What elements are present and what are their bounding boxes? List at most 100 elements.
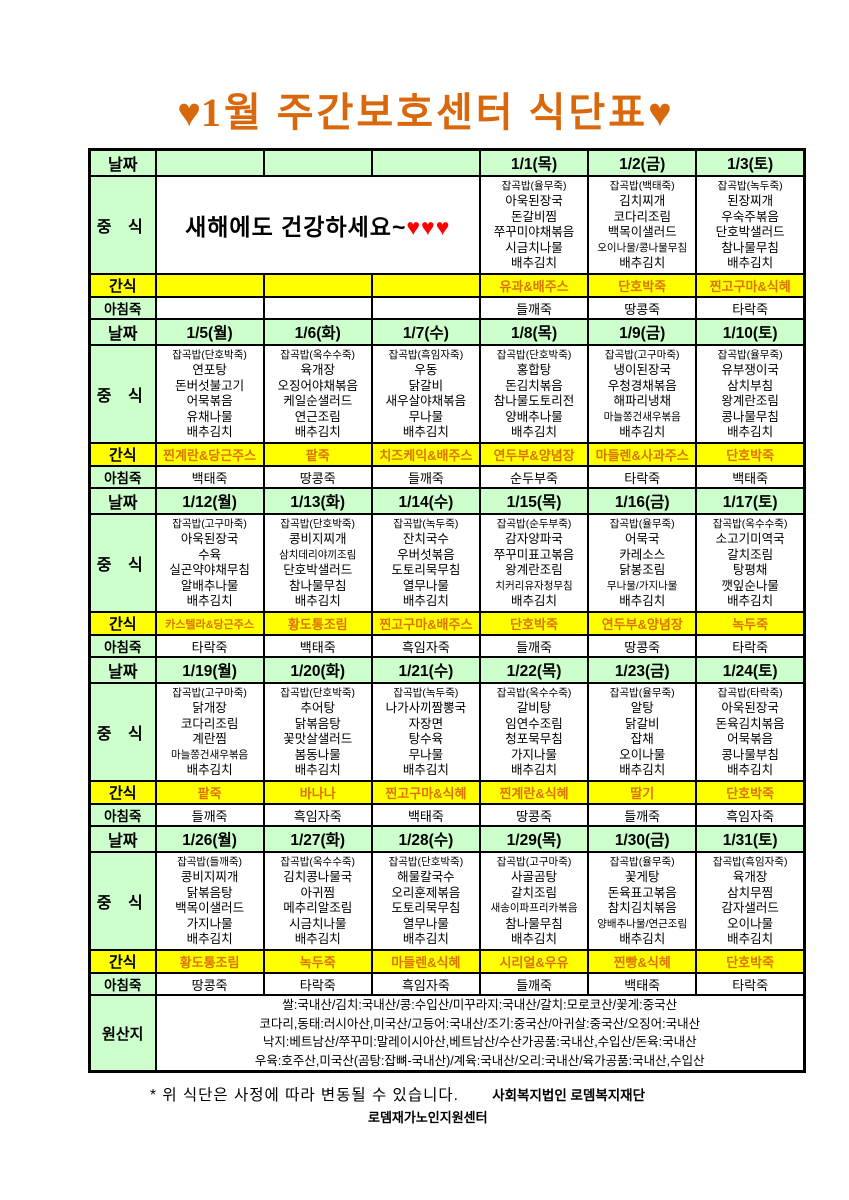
menu-item: 배추김치 (727, 932, 774, 946)
menu-item: 알탕 (630, 701, 654, 715)
lunch-menu-cell: 잡곡밥(고구마죽) 닭개장 코다리조림 계란찜 마늘쫑건새우볶음 배추김치 (154, 682, 265, 782)
menu-item: 배추김치 (511, 425, 558, 439)
menu-item: 사골곰탕 (511, 870, 558, 884)
snack-cell: 찐계란&당근주스 (154, 442, 265, 467)
menu-item: 잡곡밥(흑임자죽) (712, 855, 788, 868)
breakfast-cell: 땅콩죽 (154, 972, 265, 996)
menu-item: 잡채 (630, 732, 654, 746)
menu-item: 단호박샐러드 (283, 563, 353, 577)
week-4-snack-row: 간식 팥죽 바나나 찐고구마&식혜 찐계란&식혜 딸기 단호박죽 (88, 780, 806, 805)
breakfast-cell: 백태죽 (370, 803, 481, 827)
snack-cell: 유과&배주스 (478, 273, 590, 298)
lunch-menu-cell: 잡곡밥(녹두죽) 된장찌개 우숙주볶음 단호박샐러드 참나물무침 배추김치 (695, 175, 806, 275)
lunch-row-label: 중 식 (88, 682, 157, 782)
menu-item: 아욱된장국 (180, 532, 239, 546)
snack-cell: 연두부&양념장 (587, 611, 698, 636)
snack-cell: 시리얼&우유 (478, 949, 590, 974)
menu-item: 육개장 (732, 870, 768, 884)
snack-cell: 녹두죽 (262, 949, 373, 974)
menu-item: 연포탕 (192, 363, 227, 377)
menu-item: 감자양파국 (505, 532, 563, 546)
menu-item: 배추김치 (402, 425, 449, 439)
breakfast-cell: 흑임자죽 (262, 803, 373, 827)
menu-item: 된장찌개 (727, 194, 774, 208)
menu-item: 추어탕 (300, 701, 335, 715)
menu-item: 홍합탕 (516, 363, 552, 377)
breakfast-cell: 땅콩죽 (262, 465, 373, 489)
snack-cell: 찐계란&식혜 (478, 780, 590, 805)
breakfast-cell: 흑임자죽 (695, 803, 806, 827)
menu-item: 잡곡밥(순두부죽) (496, 517, 572, 530)
page-title: ♥1월 주간보호센터 식단표♥ (0, 0, 849, 148)
breakfast-cell: 백태죽 (262, 634, 373, 658)
meal-plan-table: 날짜 1/1(목) 1/2(금) 1/3(토) 중 식 새해에도 건강하세요~♥♥♥ 잡곡밥… (88, 148, 806, 1073)
menu-item: 깻잎순나물 (721, 578, 779, 593)
week-3-lunch-row: 중 식 잡곡밥(고구마죽) 아욱된장국 수육 실곤약야채무침 알배추나물 배추김치 잡곡밥(단… (88, 513, 806, 613)
menu-item: 배추김치 (294, 425, 341, 439)
menu-item: 무나물/가지나물 (606, 579, 678, 592)
menu-item: 냉이된장국 (613, 363, 671, 377)
week-5-snack-row: 간식 황도통조림 녹두죽 마들렌&식혜 시리얼&우유 찐빵&식혜 단호박죽 (88, 949, 806, 974)
lunch-menu-cell: 잡곡밥(단호박죽) 연포탕 돈버섯불고기 어묵볶음 유채나물 배추김치 (154, 344, 265, 444)
menu-item: 참나물무침 (721, 240, 779, 255)
week-5-date-row: 날짜 1/26(월) 1/27(화) 1/28(수) 1/29(목) 1/30(금) 1/3… (88, 825, 806, 853)
snack-cell: 찐고구마&식혜 (695, 273, 806, 298)
breakfast-cell (370, 296, 481, 320)
menu-item: 잡곡밥(율무죽) (609, 855, 675, 868)
menu-item: 우청경채볶음 (607, 378, 677, 393)
menu-item: 유부쟁이국 (721, 363, 779, 377)
menu-item: 열무나물 (402, 916, 449, 931)
lunch-row-label: 중 식 (88, 513, 157, 613)
snack-cell: 찐고구마&배주스 (370, 611, 481, 636)
week-1-breakfast-row: 아침죽 들깨죽 땅콩죽 타락죽 (88, 296, 806, 320)
menu-item: 나가사끼짬뽕국 (385, 701, 467, 715)
breakfast-cell: 땅콩죽 (478, 803, 590, 827)
menu-item: 오이나물 (619, 747, 666, 762)
lunch-menu-cell: 잡곡밥(율무죽) 알탕 닭갈비 잡채 오이나물 배추김치 (587, 682, 698, 782)
menu-item: 배추김치 (727, 594, 774, 608)
menu-item: 배추김치 (186, 932, 233, 946)
origin-line: 우육:호주산,미국산(곰탕:잡뼈-국내산)/계육:국내산/오리:국내산/육가공품… (254, 1053, 705, 1068)
date-cell: 1/31(토) (695, 825, 806, 853)
lunch-menu-cell: 잡곡밥(흑임자죽) 우동 닭갈비 새우살야채볶음 무나물 배추김치 (370, 344, 481, 444)
breakfast-cell: 타락죽 (262, 972, 373, 996)
menu-item: 배추김치 (186, 594, 233, 608)
breakfast-cell: 타락죽 (154, 634, 265, 658)
menu-item: 계란찜 (192, 732, 227, 746)
breakfast-cell: 들깨죽 (478, 634, 590, 658)
breakfast-cell: 들깨죽 (478, 296, 590, 320)
date-cell: 1/9(금) (587, 318, 698, 346)
menu-item: 김치찌개 (619, 194, 666, 208)
menu-item: 우버섯볶음 (397, 547, 455, 562)
menu-item: 닭개장 (192, 701, 227, 715)
menu-item: 잡곡밥(단호박죽) (172, 348, 247, 361)
menu-item: 배추김치 (619, 594, 666, 608)
snack-row-label: 간식 (88, 949, 157, 974)
menu-item: 배추김치 (619, 425, 666, 439)
menu-item: 잡곡밥(율무죽) (609, 686, 675, 699)
week-2-lunch-row: 중 식 잡곡밥(단호박죽) 연포탕 돈버섯불고기 어묵볶음 유채나물 배추김치 잡곡밥(옥수수… (88, 344, 806, 444)
lunch-menu-cell: 잡곡밥(백태죽) 김치찌개 코다리조림 백목이샐러드 오이나물/콩나물무침 배추김치 (587, 175, 698, 275)
snack-cell: 단호박죽 (587, 273, 698, 298)
menu-item: 잡곡밥(흑임자죽) (388, 348, 464, 361)
menu-item: 콩비지찌개 (180, 870, 239, 884)
breakfast-cell (154, 296, 265, 320)
breakfast-cell: 타락죽 (587, 465, 698, 489)
lunch-row-label: 중 식 (88, 175, 157, 275)
week-4-date-row: 날짜 1/19(월) 1/20(화) 1/21(수) 1/22(목) 1/23(금) 1/2… (88, 656, 806, 684)
menu-item: 봄동나물 (294, 747, 341, 762)
breakfast-cell: 땅콩죽 (587, 634, 698, 658)
menu-item: 케일순샐러드 (283, 394, 353, 408)
origin-row-label: 원산지 (88, 994, 157, 1073)
menu-item: 왕계란조림 (721, 394, 779, 408)
snack-row-label: 간식 (88, 273, 157, 298)
menu-item: 돈육김치볶음 (715, 716, 785, 731)
date-cell: 1/15(목) (478, 487, 590, 515)
week-5-lunch-row: 중 식 잡곡밥(들깨죽) 콩비지찌개 닭볶음탕 백목이샐러드 가지나물 배추김치 잡곡밥(옥수… (88, 851, 806, 951)
menu-item: 참나물도토리전 (493, 394, 575, 408)
date-cell: 1/17(토) (695, 487, 806, 515)
date-cell: 1/10(토) (695, 318, 806, 346)
menu-item: 잡곡밥(옥수수죽) (496, 686, 572, 699)
menu-item: 어묵볶음 (727, 732, 774, 746)
date-cell: 1/12(월) (154, 487, 265, 515)
